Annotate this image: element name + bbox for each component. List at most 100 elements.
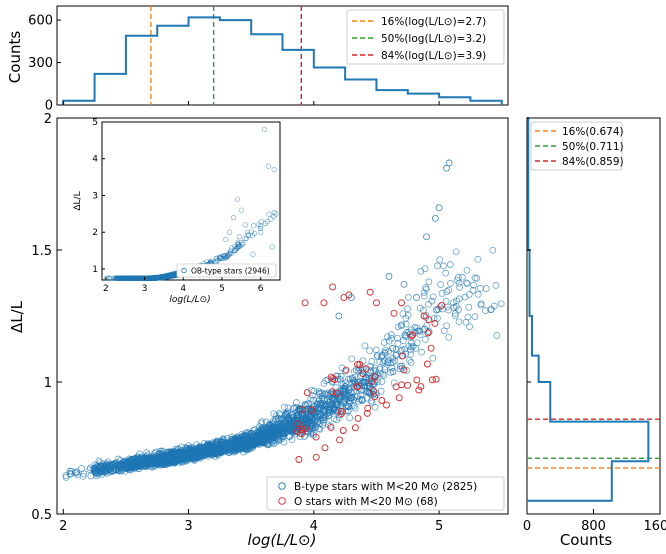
o-star-point — [333, 389, 341, 397]
b-type-point — [447, 280, 454, 287]
b-type-point — [350, 368, 358, 376]
inset-point — [248, 229, 255, 235]
main-x-axis-label: log(L/L⊙) — [248, 531, 317, 549]
b-type-point — [489, 246, 497, 254]
b-type-point — [423, 233, 430, 241]
top-legend-label-1: 50%(log(L/L⊙)=3.2) — [381, 33, 486, 45]
b-type-point — [367, 374, 375, 382]
inset-legend-marker — [181, 267, 187, 274]
b-type-point — [304, 405, 312, 413]
b-type-point — [387, 369, 394, 376]
b-type-point — [219, 435, 227, 442]
b-type-point — [274, 427, 281, 435]
b-type-point — [497, 300, 505, 308]
o-star-point — [329, 375, 337, 383]
o-star-point — [312, 453, 320, 461]
b-type-point — [285, 419, 293, 427]
b-type-point — [321, 404, 329, 411]
b-type-point — [430, 315, 438, 322]
b-type-point — [237, 435, 245, 443]
inset-point — [170, 273, 176, 279]
b-type-point — [204, 448, 211, 455]
b-type-point — [258, 418, 266, 425]
legend-label-o-stars: O stars with M<20 M⊙ (68) — [294, 496, 438, 508]
b-type-point — [381, 348, 388, 356]
o-star-point — [321, 444, 329, 452]
o-star-point — [398, 299, 405, 307]
o-star-point — [383, 401, 390, 409]
b-type-point — [269, 423, 276, 431]
main-y-axis-label: ΔL/L — [8, 300, 26, 333]
b-type-point — [334, 408, 342, 416]
b-type-point — [159, 451, 167, 459]
b-type-point — [443, 288, 451, 295]
o-star-point — [420, 312, 428, 320]
b-type-point — [124, 462, 132, 470]
inset-y-axis-label: ΔL/L — [73, 191, 83, 210]
o-star-point — [427, 344, 435, 352]
b-type-point — [316, 420, 324, 428]
b-type-point — [398, 321, 406, 329]
inset-point — [227, 229, 233, 235]
o-star-point — [424, 329, 432, 337]
b-type-point — [144, 459, 152, 466]
b-type-point — [340, 390, 348, 398]
b-type-point — [455, 318, 463, 326]
b-type-point — [387, 331, 395, 338]
inset-point — [251, 223, 257, 229]
main-legend: B-type stars with M<20 M⊙ (2825) O stars… — [266, 476, 505, 511]
b-type-point — [445, 286, 453, 294]
inset-point — [234, 196, 241, 202]
b-type-point — [425, 300, 432, 308]
top-y-axis-label: Counts — [6, 31, 24, 84]
b-type-point — [143, 449, 150, 456]
o-star-point — [362, 365, 370, 373]
b-type-point — [461, 293, 469, 301]
o-star-point — [295, 456, 303, 463]
b-type-point — [172, 454, 180, 462]
o-star-point — [329, 283, 337, 291]
b-type-point — [490, 302, 498, 310]
right-x-tick-label-2: 1600 — [643, 519, 666, 534]
inset-point — [238, 207, 244, 213]
b-type-point — [348, 402, 356, 409]
right-histogram-step — [527, 117, 650, 502]
right-x-ticks: 0 800 1600 — [523, 117, 666, 534]
b-type-point — [408, 343, 415, 351]
b-type-point — [127, 456, 134, 464]
inset-point — [271, 214, 277, 220]
b-type-point — [304, 401, 311, 409]
b-type-point — [358, 397, 366, 404]
inset-point — [226, 251, 232, 257]
inset-point — [262, 220, 269, 226]
b-type-point — [445, 159, 453, 167]
b-type-point — [152, 459, 160, 467]
b-type-point — [493, 332, 501, 339]
o-star-point — [337, 407, 345, 415]
inset-x-tick-label-1: 3 — [142, 284, 148, 294]
b-type-point — [370, 367, 377, 374]
b-type-point — [242, 445, 250, 452]
b-type-point — [465, 303, 473, 311]
b-type-point — [104, 458, 112, 466]
main-y-tick-label-2: 1.5 — [31, 244, 52, 259]
b-type-point — [385, 273, 393, 280]
inset-point — [222, 255, 228, 261]
b-type-point — [301, 409, 308, 417]
b-type-point — [296, 433, 304, 441]
b-type-point — [220, 439, 227, 446]
inset-y-tick-label-1: 2 — [92, 228, 98, 238]
inset-point — [106, 275, 112, 281]
o-star-point — [327, 424, 335, 432]
top-legend-label-2: 84%(log(L/L⊙)=3.9) — [381, 50, 486, 62]
inset-point — [245, 229, 251, 235]
top-legend: 16%(log(L/L⊙)=2.7) 50%(log(L/L⊙)=3.2) 84%(… — [346, 9, 505, 65]
inset-x-tick-label-2: 4 — [180, 284, 186, 294]
b-type-point — [316, 425, 324, 433]
o-star-point — [409, 331, 417, 339]
inset-point — [120, 275, 126, 281]
inset-point — [243, 235, 249, 242]
o-star-point — [312, 433, 320, 441]
b-type-point — [399, 310, 407, 318]
b-type-point — [401, 345, 409, 353]
